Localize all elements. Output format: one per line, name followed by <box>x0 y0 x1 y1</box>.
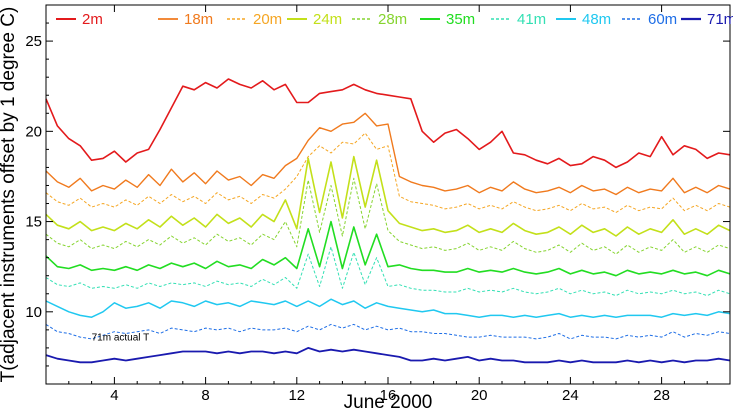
y-tick-label: 25 <box>25 33 42 50</box>
legend-label-60m: 60m <box>648 11 677 28</box>
x-tick-label: 4 <box>110 387 118 404</box>
legend-label-41m: 41m <box>517 11 546 28</box>
legend-label-28m: 28m <box>378 11 407 28</box>
legend-label-2m: 2m <box>82 11 103 28</box>
axis-layer: 4 8 12 16 20 24 28 10 15 20 25 <box>25 4 731 404</box>
series-line-28m <box>45 177 731 255</box>
x-tick-label: 28 <box>653 387 670 404</box>
legend-label-71m: 71m <box>707 11 733 28</box>
legend-label-48m: 48m <box>582 11 611 28</box>
y-tick-label: 15 <box>25 214 42 231</box>
series-line-41m <box>45 246 731 297</box>
annotation-71m-actual-t: 71m actual T <box>92 333 150 344</box>
series-line-60m <box>45 323 731 340</box>
series-layer <box>45 78 731 364</box>
y-tick-label: 20 <box>25 123 42 140</box>
series-line-2m <box>45 78 731 169</box>
legend-label-35m: 35m <box>446 11 475 28</box>
y-axis-title: T(adjacent instruments offset by 1 degre… <box>0 7 19 383</box>
series-line-20m <box>45 132 731 213</box>
series-line-35m <box>45 220 731 277</box>
legend: 2m 18m 20m 24m 28m 35m 41m 48m 60m 71m <box>56 11 733 28</box>
x-tick-label: 12 <box>288 387 305 404</box>
series-line-48m <box>45 298 731 318</box>
x-tick-label: 16 <box>380 387 397 404</box>
x-tick-label: 8 <box>201 387 209 404</box>
x-axis-title: June 2000 <box>344 392 433 413</box>
plot-frame <box>45 4 731 385</box>
legend-label-18m: 18m <box>184 11 213 28</box>
x-tick-label: 20 <box>471 387 488 404</box>
x-tick-label: 24 <box>562 387 579 404</box>
series-line-24m <box>45 155 731 237</box>
legend-label-24m: 24m <box>313 11 342 28</box>
legend-label-20m: 20m <box>253 11 282 28</box>
series-line-71m <box>45 346 731 364</box>
y-tick-label: 10 <box>25 304 42 321</box>
series-line-18m <box>45 112 731 196</box>
